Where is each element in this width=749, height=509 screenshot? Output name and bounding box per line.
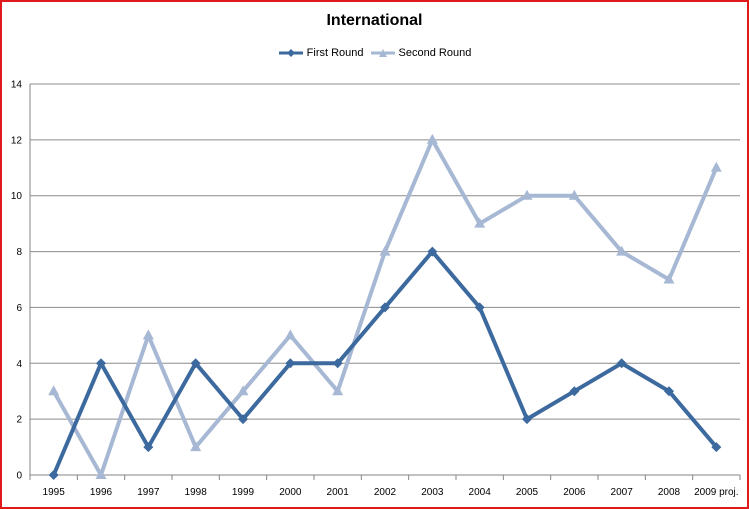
x-tick-label-2002: 2002 (374, 487, 397, 498)
data-point-first-round (190, 358, 201, 369)
y-tick-label-0: 0 (16, 471, 22, 482)
data-point-second-round (332, 385, 344, 396)
data-point-first-round (96, 358, 106, 369)
data-point-second-round (237, 385, 249, 396)
y-tick-label-8: 8 (16, 247, 22, 258)
data-point-first-round (522, 414, 532, 425)
data-point-first-round (474, 302, 485, 313)
x-tick-label-1996: 1996 (90, 487, 113, 498)
y-tick-label-14: 14 (11, 80, 23, 91)
x-tick-label-1997: 1997 (137, 487, 160, 498)
data-point-first-round (616, 358, 627, 369)
x-tick-label-1995: 1995 (43, 487, 66, 498)
data-point-first-round (285, 358, 296, 369)
x-tick-label-2009-proj-: 2009 proj. (694, 487, 738, 498)
data-point-second-round (142, 329, 154, 340)
data-point-second-round (48, 385, 60, 396)
data-point-second-round (616, 245, 628, 256)
legend-item-first-round: First Round (278, 47, 364, 59)
data-point-second-round (474, 217, 486, 228)
x-tick-label-2005: 2005 (516, 487, 539, 498)
legend-item-second-round: Second Round (370, 47, 472, 59)
data-point-first-round (332, 358, 343, 369)
x-tick-label-2007: 2007 (611, 487, 634, 498)
data-point-second-round (568, 189, 580, 200)
y-tick-label-12: 12 (11, 135, 23, 146)
data-point-second-round (710, 161, 722, 172)
x-tick-label-2003: 2003 (421, 487, 444, 498)
x-tick-label-2008: 2008 (658, 487, 681, 498)
data-point-second-round (379, 245, 391, 256)
x-tick-label-1999: 1999 (232, 487, 255, 498)
data-point-second-round (95, 469, 107, 479)
data-point-first-round (380, 302, 390, 313)
legend-swatch-first-round (278, 49, 303, 57)
data-point-first-round (664, 386, 674, 397)
legend-label-first-round: First Round (306, 47, 364, 59)
data-point-second-round (521, 189, 533, 200)
data-point-first-round (143, 442, 154, 453)
x-tick-label-2006: 2006 (563, 487, 586, 498)
x-tick-label-2000: 2000 (279, 487, 302, 498)
data-point-first-round (427, 246, 438, 257)
y-tick-label-4: 4 (16, 359, 22, 370)
chart-legend: First Round Second Round (0, 47, 749, 59)
y-tick-label-10: 10 (11, 191, 23, 202)
data-point-second-round (426, 133, 438, 144)
data-point-second-round (663, 273, 675, 284)
y-tick-label-2: 2 (16, 415, 22, 426)
x-tick-label-2001: 2001 (327, 487, 350, 498)
chart-title: International (326, 12, 423, 29)
data-point-first-round (48, 470, 59, 480)
legend-label-second-round: Second Round (398, 47, 472, 59)
data-point-first-round (569, 386, 580, 397)
data-point-second-round (284, 329, 296, 340)
data-point-second-round (190, 441, 202, 452)
y-tick-label-6: 6 (16, 303, 22, 314)
x-tick-label-2004: 2004 (469, 487, 492, 498)
data-point-first-round (238, 414, 248, 425)
data-point-first-round (711, 442, 722, 453)
x-tick-label-1998: 1998 (185, 487, 208, 498)
legend-swatch-second-round (370, 49, 395, 57)
